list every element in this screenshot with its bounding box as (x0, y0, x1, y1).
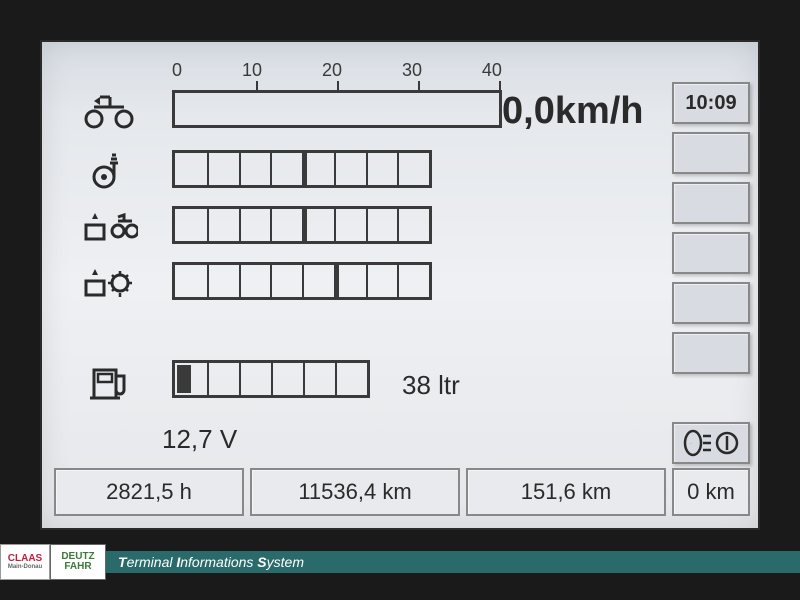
fuel-icon (70, 360, 150, 404)
axis-tick: 0 (172, 60, 182, 81)
transmission-oil-gauge (172, 206, 432, 244)
logo-text: FAHR (64, 562, 91, 572)
fuel-readout: 38 ltr (402, 370, 460, 401)
coolant-temp-gauge (172, 150, 432, 188)
side-button-column: 10:09 (672, 82, 750, 464)
ground-speed-icon (70, 90, 150, 134)
speed-gauge (172, 90, 502, 128)
fuel-gauge (172, 360, 370, 398)
stripe-letter: T (118, 554, 127, 570)
stripe-text: ystem (267, 554, 304, 570)
footer-stripe: Terminal Informations System (106, 551, 800, 573)
coolant-temp-icon (70, 150, 150, 194)
trip-value: 151,6 (521, 479, 576, 505)
speed-readout: 0,0km/h (502, 90, 644, 133)
odo-unit: km (382, 479, 411, 505)
light-button[interactable] (672, 422, 750, 464)
lcd-screen: 0 10 20 30 40 0,0km/h (40, 40, 760, 530)
side-button-5[interactable] (672, 282, 750, 324)
trip-unit: km (582, 479, 611, 505)
speed-unit: km/h (555, 90, 644, 132)
side-button-4[interactable] (672, 232, 750, 274)
odo-value: 11536,4 (298, 479, 376, 505)
odometer-cell[interactable]: 11536,4 km (250, 468, 460, 516)
fuel-unit: ltr (438, 370, 460, 400)
stripe-text: erminal (127, 554, 177, 570)
hydraulic-oil-gauge (172, 262, 432, 300)
side-button-6[interactable] (672, 332, 750, 374)
trip-cell[interactable]: 151,6 km (466, 468, 666, 516)
reset-unit: km (706, 479, 735, 505)
main-readout-area: 0 10 20 30 40 0,0km/h (42, 42, 667, 472)
logo-sub: Main-Donau (8, 564, 42, 570)
engine-hours-cell[interactable]: 2821,5 h (54, 468, 244, 516)
hydraulic-oil-icon (70, 262, 150, 306)
speed-axis: 0 10 20 30 40 (172, 60, 502, 81)
fuel-value: 38 (402, 370, 431, 400)
light-switch-icon (681, 428, 741, 458)
transmission-oil-icon (70, 206, 150, 250)
axis-tick: 20 (322, 60, 342, 81)
claas-logo: CLAAS Main-Donau (0, 544, 50, 580)
clock-time: 10:09 (685, 92, 736, 115)
hours-value: 2821,5 (106, 479, 173, 505)
clock-button[interactable]: 10:09 (672, 82, 750, 124)
axis-tick: 10 (242, 60, 262, 81)
logo-text: CLAAS (8, 554, 42, 564)
side-button-3[interactable] (672, 182, 750, 224)
stripe-text: nformations (180, 554, 257, 570)
stripe-letter: S (257, 554, 266, 570)
axis-tick: 40 (482, 60, 502, 81)
voltage-readout: 12,7 V (162, 424, 237, 455)
voltage-value: 12,7 (162, 424, 213, 454)
hours-unit: h (180, 479, 192, 505)
voltage-unit: V (220, 424, 237, 454)
trip-reset-cell[interactable]: 0 km (672, 468, 750, 516)
axis-tick: 30 (402, 60, 422, 81)
deutz-fahr-logo: DEUTZ FAHR (50, 544, 106, 580)
side-button-2[interactable] (672, 132, 750, 174)
reset-value: 0 (687, 479, 699, 505)
speed-value: 0,0 (502, 90, 555, 132)
bottom-readout-row: 2821,5 h 11536,4 km 151,6 km 0 km (54, 468, 750, 516)
branding-footer: CLAAS Main-Donau DEUTZ FAHR Terminal Inf… (0, 542, 800, 582)
